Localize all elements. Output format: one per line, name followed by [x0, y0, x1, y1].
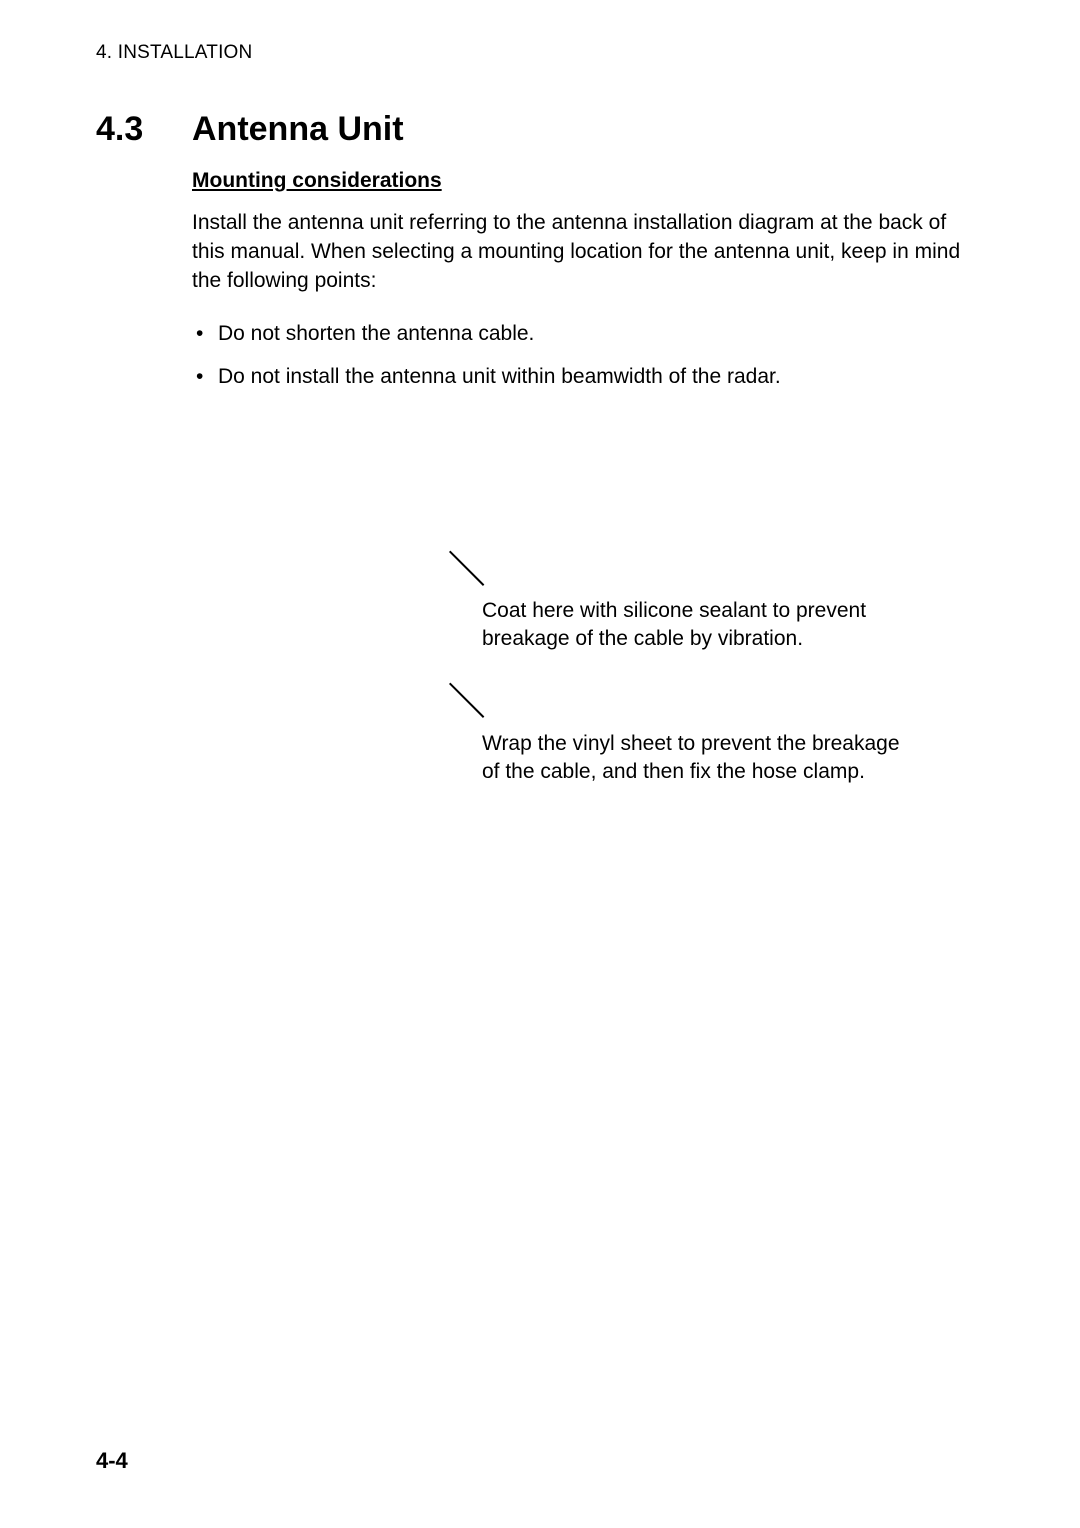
callout-vinyl-sheet: Wrap the vinyl sheet to prevent the brea… — [482, 730, 902, 787]
list-item: Do not install the antenna unit within b… — [192, 363, 984, 392]
section-heading-row: 4.3 Antenna Unit — [96, 110, 984, 149]
installation-diagram: Coat here with silicone sealant to preve… — [192, 422, 984, 902]
chapter-header: 4. INSTALLATION — [96, 42, 984, 64]
list-item: Do not shorten the antenna cable. — [192, 320, 984, 349]
section-title: Antenna Unit — [192, 110, 404, 149]
leader-line-icon — [449, 551, 484, 586]
callout-sealant: Coat here with silicone sealant to preve… — [482, 597, 902, 654]
bullet-list: Do not shorten the antenna cable. Do not… — [192, 320, 984, 392]
page-number: 4-4 — [96, 1448, 128, 1474]
leader-line-icon — [449, 683, 484, 718]
intro-paragraph: Install the antenna unit referring to th… — [192, 209, 984, 296]
subheading-mounting: Mounting considerations — [192, 169, 984, 193]
content-block: Mounting considerations Install the ante… — [192, 169, 984, 392]
section-number: 4.3 — [96, 110, 192, 149]
